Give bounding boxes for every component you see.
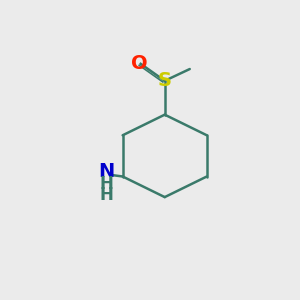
Text: O: O <box>131 54 148 73</box>
Text: S: S <box>158 71 172 90</box>
Text: N: N <box>98 162 115 181</box>
Text: H: H <box>100 186 113 204</box>
Text: H: H <box>100 175 113 193</box>
